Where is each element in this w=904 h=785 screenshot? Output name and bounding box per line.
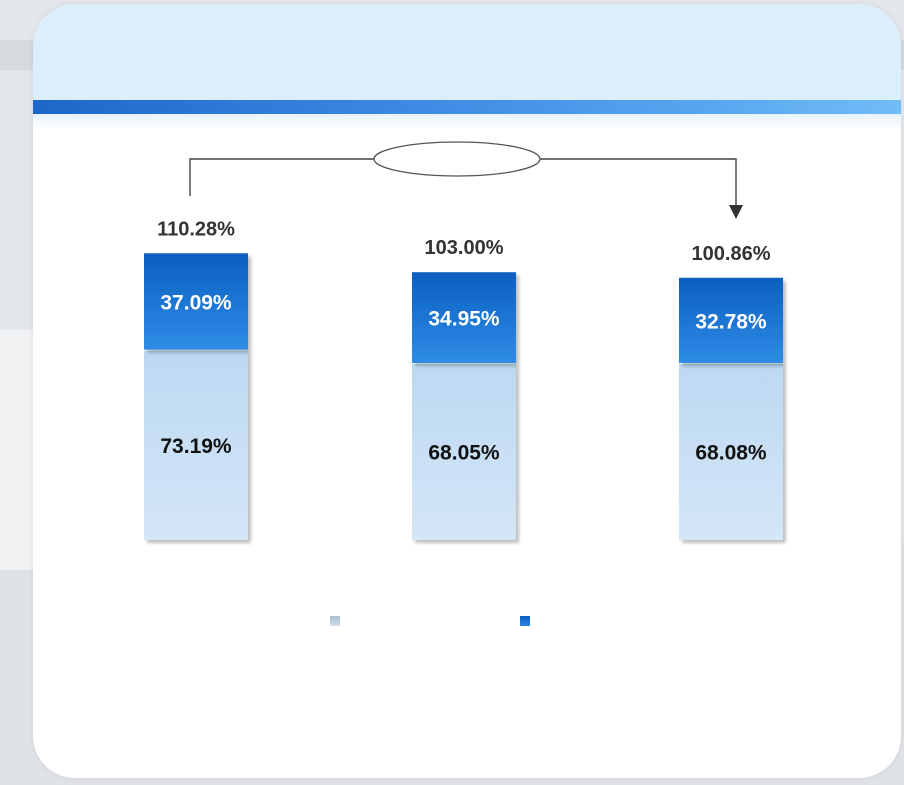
data-label-lower: 68.05% [428, 442, 500, 465]
header-rule [33, 100, 901, 114]
annotation-ellipse [373, 141, 541, 177]
data-label-upper: 34.95% [428, 308, 500, 331]
annotation-bracket-left [189, 158, 374, 196]
bar-segment-lower [679, 362, 783, 540]
bar-segment-lower [144, 349, 248, 540]
bar-segment-upper [412, 272, 516, 364]
data-label-lower: 73.19% [160, 435, 232, 458]
bars-layer: 73.19% 37.09% 110.28% 68.05% 34.95% 103.00% 68… [144, 218, 783, 540]
total-label: 103.00% [425, 237, 504, 259]
data-label-upper: 37.09% [160, 291, 232, 314]
legend-swatch [330, 616, 340, 626]
annotation-layer [189, 141, 743, 219]
data-label-upper: 32.78% [695, 310, 767, 333]
legend [330, 616, 530, 626]
legend-swatch [520, 616, 530, 626]
bar-segment-upper [679, 277, 783, 363]
header-rule-shadow [33, 114, 901, 130]
bar-segment-upper [144, 253, 248, 350]
bar-segment-lower [412, 363, 516, 540]
slide-header [33, 4, 901, 100]
annotation-bracket-right [540, 158, 737, 206]
total-label: 110.28% [157, 218, 235, 240]
total-label: 100.86% [692, 243, 771, 265]
data-label-lower: 68.08% [695, 441, 767, 464]
arrow-head-icon [729, 205, 743, 219]
